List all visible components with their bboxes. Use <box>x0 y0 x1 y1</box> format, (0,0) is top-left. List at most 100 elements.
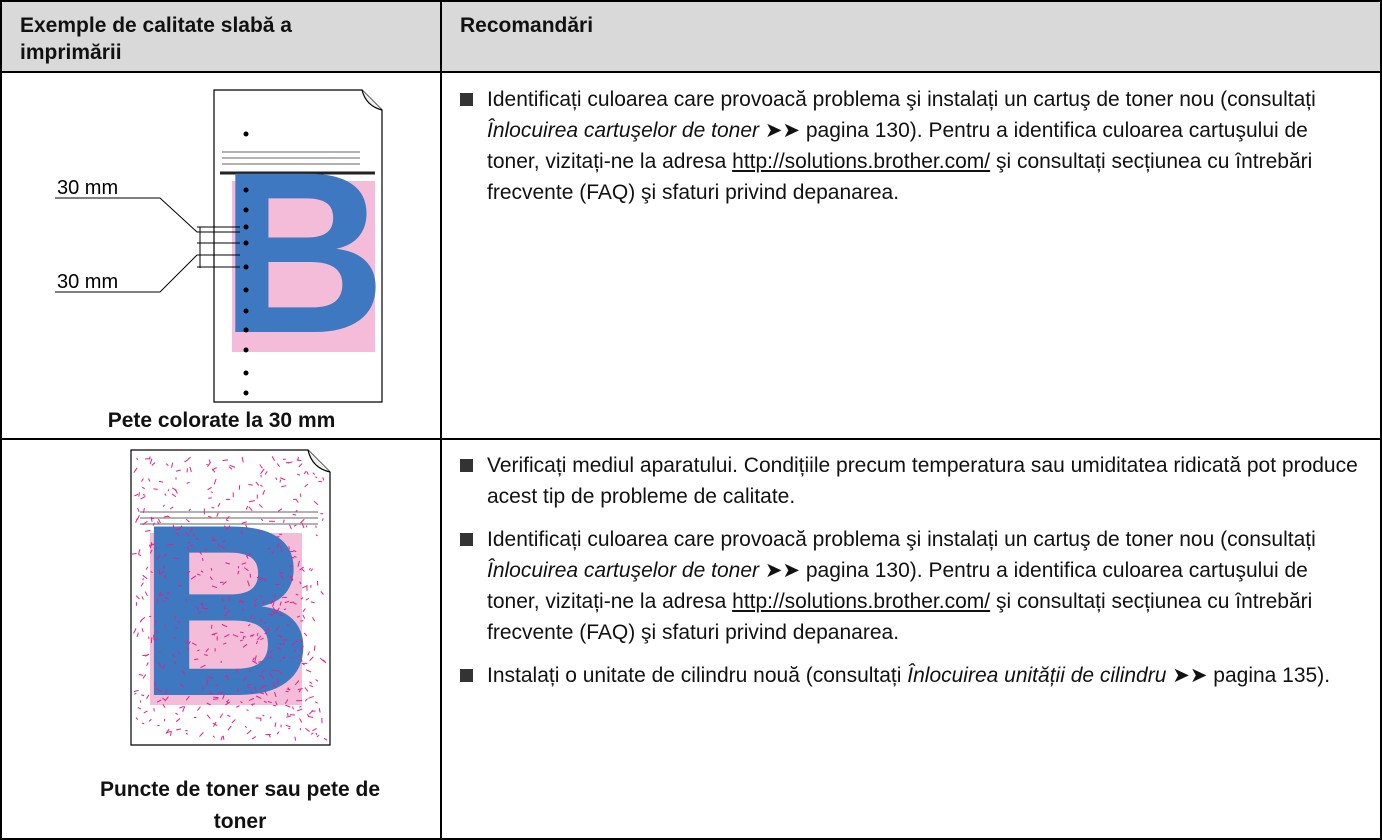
header-cell: Exemple de calitate slabă a imprimării <box>20 14 292 64</box>
toner-speck <box>299 718 303 723</box>
toner-speck <box>165 728 170 734</box>
toner-speck <box>219 545 226 549</box>
toner-speck <box>185 695 190 701</box>
toner-speck <box>292 706 294 710</box>
toner-speck <box>134 493 139 497</box>
toner-speck <box>138 492 140 497</box>
bullet: Identificați culoarea care provoacă prob… <box>460 84 1365 208</box>
toner-speck <box>186 639 188 644</box>
toner-speck <box>248 697 255 701</box>
toner-speck <box>224 633 230 638</box>
toner-speck <box>299 581 302 585</box>
text-run: şi consultați secțiunea cu întrebări fre… <box>487 150 1313 204</box>
toner-speck <box>321 518 324 522</box>
toner-speck <box>259 618 263 622</box>
toner-speck <box>176 532 180 537</box>
toner-speck <box>295 509 298 513</box>
toner-speck <box>275 626 280 632</box>
toner-speck <box>143 710 148 714</box>
toner-speck <box>293 524 297 527</box>
toner-speck <box>205 648 210 653</box>
caption: Pete colorate la 30 mm <box>107 409 336 432</box>
toner-speck <box>179 683 184 688</box>
toner-speck <box>206 702 211 706</box>
toner-speck <box>237 570 240 575</box>
toner-speck <box>302 585 307 589</box>
toner-speck <box>186 481 190 484</box>
toner-speck <box>171 493 177 498</box>
toner-speck <box>225 515 230 520</box>
toner-speck <box>244 567 249 572</box>
toner-speck <box>191 642 197 646</box>
toner-speck <box>259 464 263 469</box>
toner-speck <box>138 554 142 557</box>
bullet: Verificați mediul aparatului. Condițiile… <box>460 450 1365 512</box>
toner-speck <box>152 522 155 526</box>
toner-speck <box>304 698 308 702</box>
toner-speck <box>154 638 158 641</box>
toner-speck <box>138 673 144 676</box>
toner-speck <box>277 634 283 639</box>
toner-speck <box>150 516 153 522</box>
toner-speck <box>222 735 225 740</box>
toner-speck <box>294 680 300 686</box>
toner-speck <box>199 551 203 555</box>
link[interactable]: http://solutions.brother.com/ <box>732 150 991 173</box>
toner-speck <box>133 689 139 693</box>
toner-speck <box>250 704 254 706</box>
toner-speck <box>222 540 226 543</box>
header-cell: Recomandări <box>460 14 594 37</box>
toner-speck <box>239 639 243 642</box>
toner-speck <box>247 686 250 689</box>
toner-speck <box>141 628 144 633</box>
toner-speck <box>150 637 153 644</box>
toner-speck <box>271 550 275 555</box>
toner-speck <box>281 656 286 659</box>
toner-speck <box>269 649 273 654</box>
toner-speck <box>184 458 189 463</box>
toner-speck <box>305 669 312 673</box>
toner-speck <box>210 491 214 494</box>
toner-speck <box>212 735 215 738</box>
toner-speck <box>295 593 299 596</box>
toner-speck <box>279 477 286 481</box>
bullet-square <box>460 93 473 106</box>
recommendations: Identificați culoarea care provoacă prob… <box>460 84 1365 220</box>
toner-speck <box>217 502 221 507</box>
toner-speck <box>162 703 166 709</box>
toner-speck <box>210 567 213 571</box>
toner-speck <box>250 690 253 694</box>
toner-speck <box>212 722 218 727</box>
toner-speck <box>185 518 190 523</box>
toner-speck <box>271 602 275 607</box>
toner-speck <box>256 632 259 637</box>
toner-speck <box>173 661 177 664</box>
toner-speck <box>302 608 306 613</box>
toner-speck <box>136 457 138 461</box>
toner-speck <box>243 635 246 638</box>
toner-speck <box>149 549 153 554</box>
toner-speck <box>248 483 253 486</box>
toner-speck <box>135 717 139 721</box>
toner-speck <box>215 684 219 687</box>
toner-speck <box>236 705 240 708</box>
recommendations: Verificați mediul aparatului. Condițiile… <box>460 450 1365 703</box>
toner-speck <box>263 621 267 624</box>
toner-speck <box>311 617 316 622</box>
toner-speck <box>163 565 165 569</box>
toner-speck <box>211 633 216 636</box>
toner-speck <box>254 686 257 691</box>
toner-speck <box>314 701 318 704</box>
link[interactable]: http://solutions.brother.com/ <box>732 590 991 613</box>
toner-speck <box>306 471 309 475</box>
toner-speck <box>134 692 137 695</box>
toner-speck <box>309 656 314 661</box>
toner-speck <box>299 705 302 708</box>
toner-speck <box>315 679 319 682</box>
text-run: ➤➤ pagina 130). Pentru a identifica culo… <box>487 559 1308 613</box>
toner-speck <box>259 692 264 695</box>
toner-speck <box>239 631 244 634</box>
caption: Puncte de toner sau pete de toner <box>99 778 381 833</box>
toner-speck <box>207 515 212 518</box>
